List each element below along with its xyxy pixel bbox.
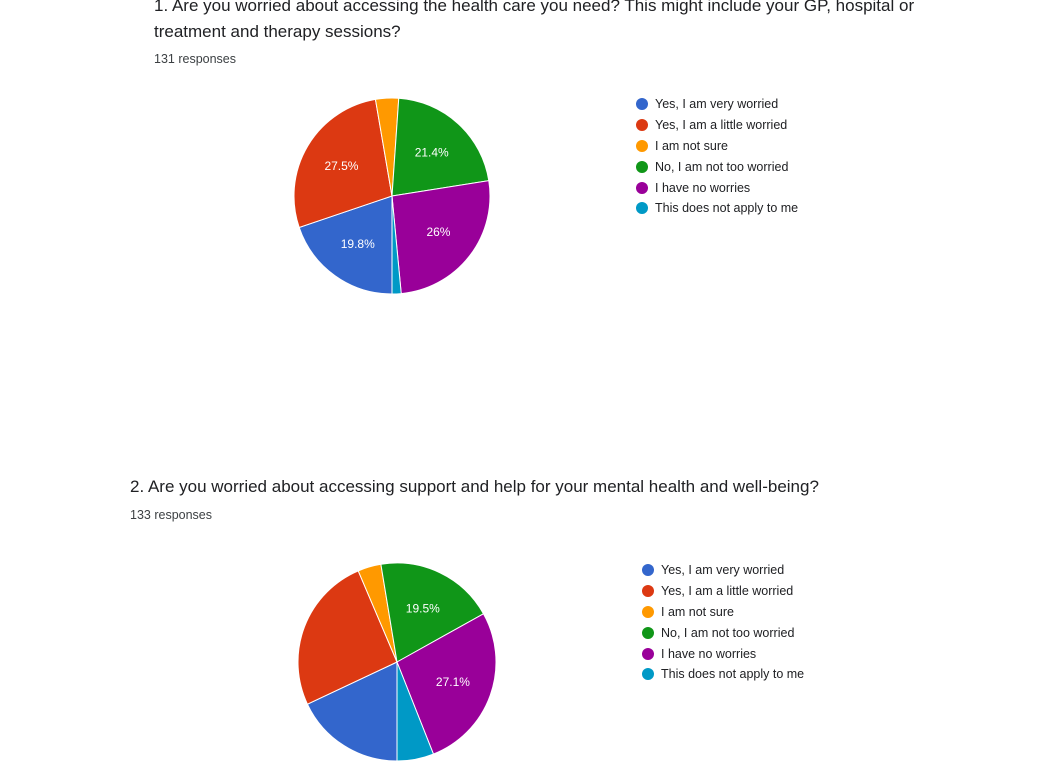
legend-label: I have no worries bbox=[661, 646, 757, 661]
pie-slice bbox=[391, 97, 490, 197]
legend-swatch-icon bbox=[642, 605, 654, 618]
question-2: 2. Are you worried about accessing suppo… bbox=[130, 474, 950, 522]
legend-label: No, I am not too worried bbox=[655, 159, 789, 174]
legend-item: Yes, I am very worried bbox=[642, 560, 804, 581]
legend-label: Yes, I am very worried bbox=[655, 97, 779, 112]
legend-item: This does not apply to me bbox=[636, 198, 798, 219]
legend-swatch-icon bbox=[636, 181, 648, 194]
pie-slice bbox=[391, 180, 491, 295]
legend-swatch-icon bbox=[642, 626, 654, 639]
pie-slice bbox=[293, 98, 393, 229]
legend-label: I am not sure bbox=[655, 138, 728, 153]
legend-label: I have no worries bbox=[655, 180, 751, 195]
response-count: 131 responses bbox=[154, 52, 237, 66]
legend-label: No, I am not too worried bbox=[661, 625, 795, 640]
legend-label: Yes, I am a little worried bbox=[655, 118, 788, 133]
legend-label: This does not apply to me bbox=[655, 201, 799, 216]
slice-label: 27.5% bbox=[324, 159, 358, 173]
legend-item: I am not sure bbox=[642, 602, 804, 623]
pie-slice bbox=[298, 195, 393, 295]
legend-item: Yes, I am very worried bbox=[636, 94, 798, 115]
legend-item: I am not sure bbox=[636, 136, 798, 157]
legend-item: I have no worries bbox=[642, 643, 804, 664]
legend-swatch-icon bbox=[636, 139, 648, 152]
pie-chart: 19.5% 27.1% bbox=[297, 562, 497, 762]
slice-label: 21.4% bbox=[415, 146, 449, 160]
question-title: 2. Are you worried about accessing suppo… bbox=[130, 477, 819, 496]
slice-label: 19.5% bbox=[406, 601, 440, 615]
legend-swatch-icon bbox=[636, 160, 648, 173]
pie-chart: 19.8% 27.5% 21.4% 26% bbox=[293, 97, 491, 295]
legend-label: I am not sure bbox=[661, 604, 734, 619]
legend-swatch-icon bbox=[642, 647, 654, 660]
slice-label: 26% bbox=[426, 225, 450, 239]
legend-item: No, I am not too worried bbox=[642, 622, 804, 643]
legend-swatch-icon bbox=[636, 202, 648, 215]
legend-label: Yes, I am a little worried bbox=[661, 584, 794, 599]
legend-swatch-icon bbox=[642, 585, 654, 598]
legend-label: This does not apply to me bbox=[661, 667, 805, 682]
response-count: 133 responses bbox=[130, 508, 213, 522]
legend-swatch-icon bbox=[642, 564, 654, 577]
pie-slice bbox=[380, 562, 485, 663]
legend-item: No, I am not too worried bbox=[636, 156, 798, 177]
legend-label: Yes, I am very worried bbox=[661, 563, 785, 578]
legend-item: Yes, I am a little worried bbox=[642, 581, 804, 602]
legend-swatch-icon bbox=[636, 98, 648, 111]
legend-item: Yes, I am a little worried bbox=[636, 115, 798, 136]
legend-swatch-icon bbox=[642, 668, 654, 681]
question-1: 1. Are you worried about accessing the h… bbox=[154, 0, 934, 66]
legend-item: This does not apply to me bbox=[642, 664, 804, 685]
question-title: 1. Are you worried about accessing the h… bbox=[154, 0, 915, 41]
legend-swatch-icon bbox=[636, 119, 648, 132]
legend-item: I have no worries bbox=[636, 177, 798, 198]
chart-legend: Yes, I am very worried Yes, I am a little… bbox=[642, 560, 804, 685]
pie-slice bbox=[391, 195, 402, 295]
chart-legend: Yes, I am very worried Yes, I am a little… bbox=[636, 94, 798, 219]
slice-label: 27.1% bbox=[436, 675, 470, 689]
slice-label: 19.8% bbox=[341, 237, 375, 251]
